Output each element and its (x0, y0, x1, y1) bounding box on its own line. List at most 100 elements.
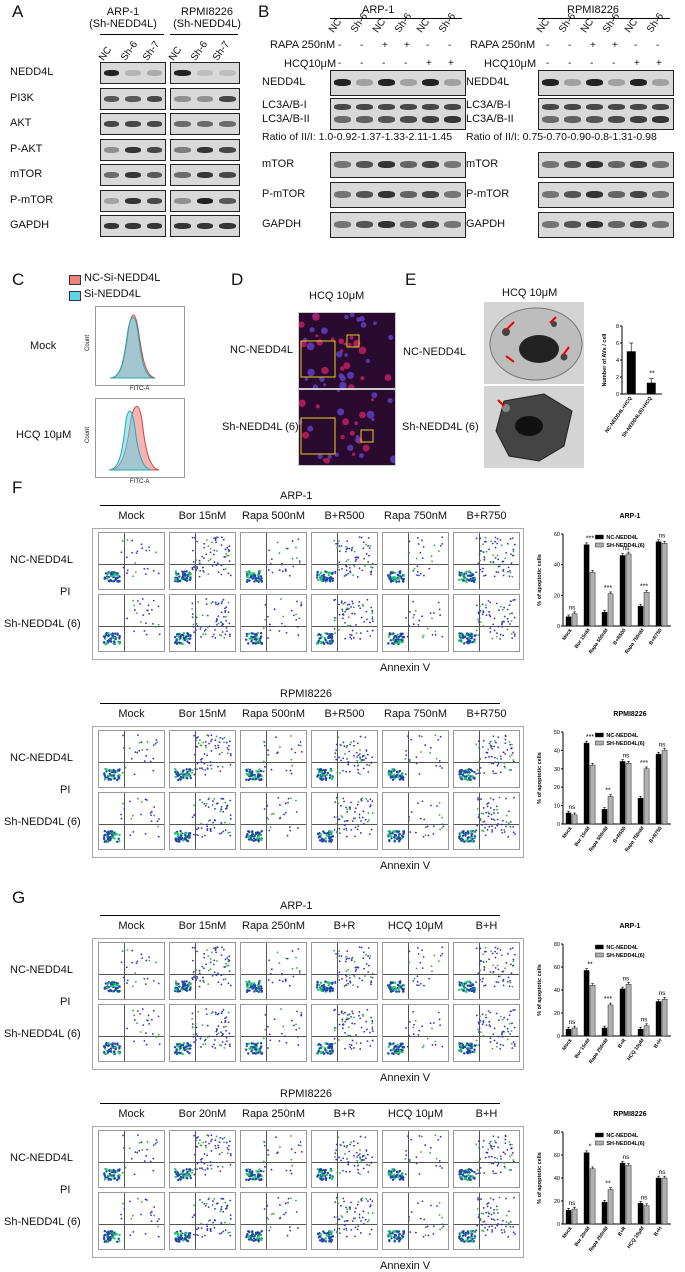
flow-dot (248, 637, 250, 639)
flow-dot (490, 950, 492, 952)
flow-dot (367, 821, 369, 823)
flow-dot (331, 633, 333, 635)
flow-dot (361, 947, 363, 949)
flow-dot (207, 1025, 209, 1027)
flow-dot (105, 1168, 107, 1170)
c-yaxis-2: Count (85, 427, 91, 443)
flow-dot (337, 564, 339, 566)
flow-dot (118, 1176, 120, 1178)
flow-dot (458, 989, 460, 991)
flow-dot (476, 634, 478, 636)
flow-dot (227, 1205, 229, 1207)
flow-dot (504, 1153, 506, 1155)
flow-dot (196, 1026, 198, 1028)
b-hcq-sign: - (568, 58, 571, 69)
flow-dot (155, 626, 157, 628)
flow-dot (355, 559, 357, 561)
a-band (197, 96, 214, 102)
flow-dot (287, 958, 289, 960)
flow-dot (216, 1034, 218, 1036)
flow-dot (208, 1220, 210, 1222)
flow-col-label: Mock (96, 510, 167, 522)
flow-dot (292, 976, 294, 978)
flow-dot (497, 555, 499, 557)
flow-dot (213, 947, 215, 949)
flow-dot (412, 1011, 414, 1013)
sig-mark: ns (659, 533, 667, 540)
flow-dot (492, 563, 494, 565)
flow-dot (196, 623, 198, 625)
flow-dot (359, 1017, 361, 1019)
flow-dot (357, 1162, 359, 1164)
flow-dot (253, 990, 255, 992)
flow-col-label: HCQ 10μM (380, 920, 451, 932)
flow-dot (332, 987, 334, 989)
flow-dot (405, 750, 407, 752)
flow-dot (501, 832, 503, 834)
flow-dot (336, 1144, 338, 1146)
flow-dot (361, 570, 363, 572)
flow-dot (346, 569, 348, 571)
flow-dot (390, 989, 392, 991)
flow-dot (489, 1037, 491, 1039)
flow-dot (106, 1176, 108, 1178)
flow-dot (224, 822, 226, 824)
a-band (104, 172, 119, 178)
flow-dot (226, 627, 228, 629)
flow-dot (297, 634, 299, 636)
a-band (104, 223, 119, 229)
flow-dot (285, 570, 287, 572)
b-lc3-1-label: LC3A/B-I (466, 99, 511, 111)
flow-scatter (170, 793, 235, 849)
flow-dot (485, 834, 487, 836)
flow-dot (334, 1009, 336, 1011)
flow-dot (103, 837, 105, 839)
flow-dot (270, 563, 272, 565)
flow-dot (184, 983, 186, 985)
flow-dot (391, 642, 393, 644)
flow-dot (425, 834, 427, 836)
flow-dot (389, 576, 391, 578)
flow-dot (354, 835, 356, 837)
flow-scatter (170, 1193, 235, 1249)
flow-dot (482, 1020, 484, 1022)
flow-dot (482, 1013, 484, 1015)
flow-dot (213, 798, 215, 800)
flow-dot (222, 766, 224, 768)
flow-dot (214, 827, 216, 829)
flow-dot (224, 607, 226, 609)
flow-dot (260, 577, 262, 579)
flow-dot (514, 1045, 516, 1047)
flow-dot (185, 832, 187, 834)
b-rapa-sign: - (448, 40, 451, 51)
flow-dot (147, 1141, 149, 1143)
flow-dot (362, 604, 364, 606)
flow-dot (200, 628, 202, 630)
flow-dot (470, 830, 472, 832)
legend-swatch (595, 733, 603, 737)
flow-dot (421, 539, 423, 541)
flow-dot (438, 602, 440, 604)
flow-dot (291, 1148, 293, 1150)
b-band (400, 161, 417, 168)
flow-dot (345, 806, 347, 808)
d-cell (307, 426, 313, 432)
flow-dot (500, 771, 502, 773)
flow-dot (468, 777, 470, 779)
flow-dot (117, 1238, 119, 1240)
flow-dot (287, 802, 289, 804)
flow-dot (494, 740, 496, 742)
flow-col-label: Rapa 500nM (238, 510, 309, 522)
flow-dot (443, 826, 445, 828)
flow-dot (197, 834, 199, 836)
flow-dot (178, 840, 180, 842)
flow-dot (274, 608, 276, 610)
bar (566, 617, 571, 626)
flow-dot (201, 1161, 203, 1163)
a-blot (100, 164, 166, 186)
flow-dot (141, 801, 143, 803)
flow-dot (207, 1164, 209, 1166)
flow-dot (137, 1134, 139, 1136)
flow-scatter (454, 1005, 519, 1061)
flow-dot (331, 1043, 333, 1045)
